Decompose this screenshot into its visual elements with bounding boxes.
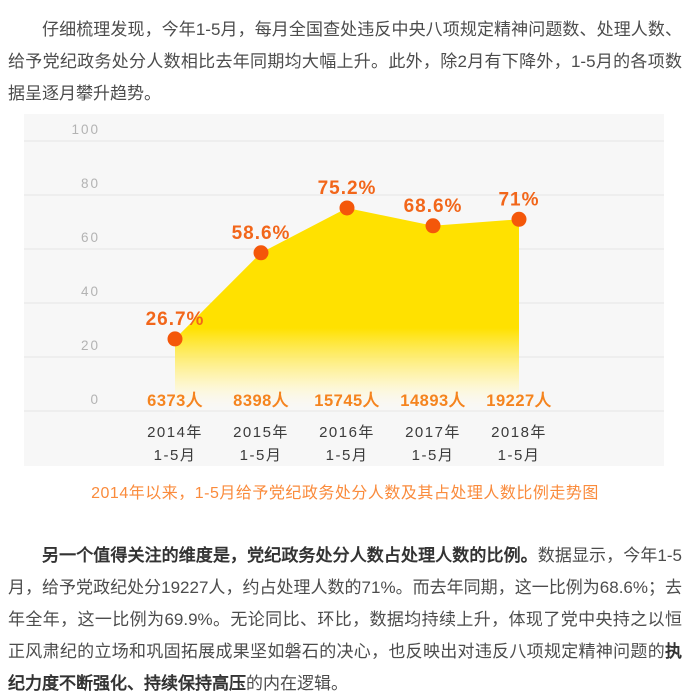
chart-caption: 2014年以来，1-5月给予党纪政务处分人数及其占处理人数比例走势图 — [91, 485, 599, 502]
intro-paragraph: 仔细梳理发现，今年1-5月，每月全国查处违反中央八项规定精神问题数、处理人数、给… — [8, 20, 682, 103]
analysis-text-mid: 数据显示，今年1-5月，给予党政纪处分19227人，约占处理人数的71%。而去年… — [8, 546, 683, 661]
count-label: 19227人 — [486, 391, 551, 410]
x-axis-label-period: 1-5月 — [326, 447, 369, 464]
count-label: 14893人 — [400, 391, 465, 410]
x-axis-label-year: 2018年 — [491, 424, 547, 441]
x-axis-label-year: 2016年 — [319, 424, 375, 441]
analysis-text-end: 的内在逻辑。 — [246, 674, 348, 693]
data-point-dot — [167, 331, 183, 347]
x-axis-label-year: 2014年 — [147, 424, 203, 441]
analysis-paragraph: 另一个值得关注的维度是，党纪政务处分人数占处理人数的比例。数据显示，今年1-5月… — [8, 540, 682, 700]
x-axis-label-period: 1-5月 — [240, 447, 283, 464]
y-axis-tick: 100 — [71, 122, 100, 137]
count-label: 15745人 — [314, 391, 379, 410]
analysis-bold-lead: 另一个值得关注的维度是，党纪政务处分人数占处理人数的比例。 — [42, 546, 538, 565]
area-fill — [175, 207, 519, 415]
y-axis-tick: 20 — [81, 338, 100, 353]
area-chart-svg: 100 80 60 40 20 0 26.7% 58.6% 75.2% 68.6% 71% 6373人… — [24, 122, 664, 464]
percent-label: 26.7% — [146, 309, 205, 330]
data-point-dot — [253, 245, 269, 261]
chart-plot-area: 100 80 60 40 20 0 26.7% 58.6% 75.2% 68.6% 71% 6373人… — [24, 114, 664, 466]
data-point-dot — [339, 200, 355, 216]
count-label: 8398人 — [233, 391, 289, 410]
data-point-dot — [511, 211, 527, 227]
x-axis-label-period: 1-5月 — [412, 447, 455, 464]
percent-label: 68.6% — [404, 196, 463, 217]
x-axis-label-period: 1-5月 — [498, 447, 541, 464]
count-label: 6373人 — [147, 391, 203, 410]
y-axis-tick: 60 — [81, 230, 100, 245]
x-axis-label-period: 1-5月 — [154, 447, 197, 464]
x-axis-label-year: 2015年 — [233, 424, 289, 441]
trend-chart: 100 80 60 40 20 0 26.7% 58.6% 75.2% 68.6% 71% 6373人… — [0, 114, 690, 503]
data-point-dot — [425, 218, 441, 234]
y-axis-tick: 0 — [90, 392, 100, 407]
y-axis-tick: 40 — [81, 284, 100, 299]
percent-label: 75.2% — [318, 178, 377, 199]
percent-label: 58.6% — [232, 223, 291, 244]
x-axis-label-year: 2017年 — [405, 424, 461, 441]
percent-label: 71% — [498, 189, 539, 210]
y-axis-tick: 80 — [81, 176, 100, 191]
